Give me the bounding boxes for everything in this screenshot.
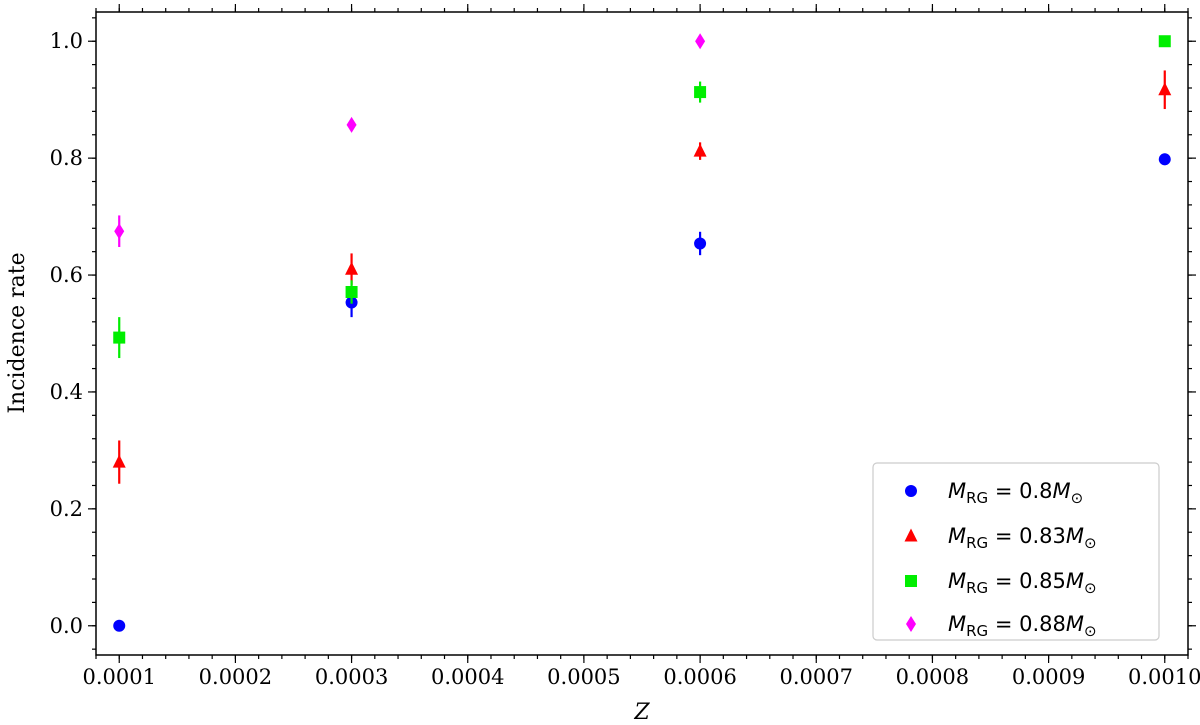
data-point-diamond <box>114 223 125 240</box>
x-tick-label: 0.0005 <box>547 665 620 689</box>
data-point-diamond <box>695 33 706 50</box>
legend-marker-circle <box>905 485 917 497</box>
x-tick-label: 0.0007 <box>780 665 853 689</box>
y-tick-label: 0.6 <box>50 263 83 287</box>
data-point-square <box>345 285 358 298</box>
x-tick-label: 0.0004 <box>431 665 504 689</box>
legend-marker-triangle <box>904 528 918 542</box>
legend-label: MRG = 0.85M⊙ <box>948 569 1097 597</box>
data-point-square <box>1158 35 1171 48</box>
data-point-circle <box>1158 153 1171 166</box>
x-tick-label: 0.0002 <box>199 665 272 689</box>
legend-marker-square <box>905 575 917 587</box>
x-axis-label: Z <box>633 700 650 725</box>
legend: MRG = 0.8M⊙ MRG = 0.83M⊙ MRG = 0.85M⊙ MRG =… <box>872 462 1160 641</box>
data-point-triangle <box>693 143 707 157</box>
data-point-triangle <box>345 261 359 275</box>
legend-label: MRG = 0.8M⊙ <box>948 479 1083 507</box>
legend-marker-diamond <box>906 616 916 632</box>
data-point-circle <box>113 619 126 632</box>
x-tick-label: 0.0008 <box>896 665 969 689</box>
data-point-triangle <box>1158 82 1172 96</box>
data-point-circle <box>694 237 707 250</box>
data-point-square <box>113 331 126 344</box>
data-marks <box>112 33 1172 632</box>
y-axis-label: Incidence rate <box>5 252 30 413</box>
x-tick-label: 0.0003 <box>315 665 388 689</box>
legend-label: MRG = 0.88M⊙ <box>948 612 1097 640</box>
x-tick-label: 0.0009 <box>1012 665 1085 689</box>
axis-ticks: 0.0001 0.0002 0.0003 0.0004 0.0005 0.0006 0.00… <box>50 4 1200 689</box>
y-tick-label: 0.2 <box>50 497 83 521</box>
x-tick-label: 0.0010 <box>1128 665 1200 689</box>
legend-label: MRG = 0.83M⊙ <box>948 524 1097 552</box>
x-tick-label: 0.0006 <box>663 665 736 689</box>
legend-box <box>872 462 1160 641</box>
y-tick-label: 1.0 <box>50 29 83 53</box>
x-tick-label: 0.0001 <box>82 665 155 689</box>
y-tick-label: 0.4 <box>50 380 83 404</box>
data-point-triangle <box>112 454 126 468</box>
y-tick-label: 0.0 <box>50 614 83 638</box>
data-point-square <box>694 86 707 99</box>
data-point-diamond <box>346 116 357 133</box>
y-tick-label: 0.8 <box>50 146 83 170</box>
